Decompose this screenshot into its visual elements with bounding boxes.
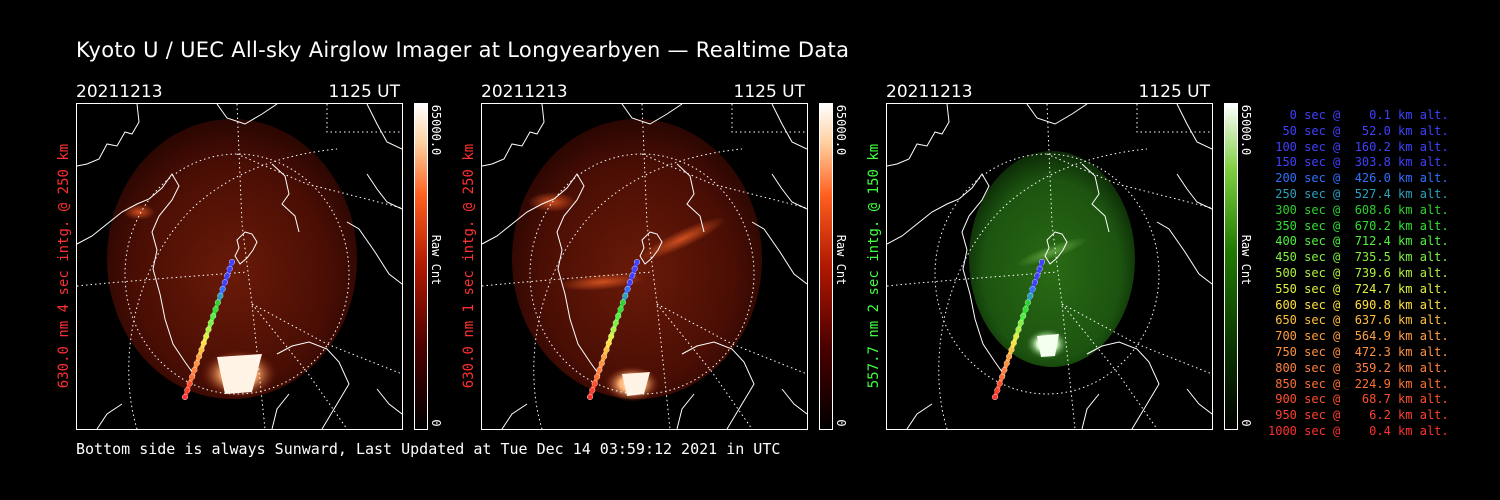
legend-row: 0 sec @ 0.1 km alt. (1268, 108, 1449, 122)
legend-row: 700 sec @ 564.9 km alt. (1268, 329, 1449, 344)
page-title: Kyoto U / UEC All-sky Airglow Imager at … (76, 38, 850, 62)
legend-row: 500 sec @ 739.6 km alt. (1268, 265, 1449, 280)
legend-row: 300 sec @ 608.6 km alt. (1268, 202, 1449, 217)
panel-1-ylabel: 630.0 nm 4 sec intg. @ 250 km (56, 143, 72, 388)
legend-row: 150 sec @ 303.8 km alt. (1268, 155, 1449, 170)
legend-row: 450 sec @ 735.5 km alt. (1268, 250, 1449, 265)
legend-row: 400 sec @ 712.4 km alt. (1268, 234, 1449, 249)
panel-3-cbar-title: Raw Cnt (1239, 234, 1253, 286)
panel-2-cbar-min: 0 (834, 419, 848, 427)
panel-2-cbar-max: 65000.0 (834, 104, 848, 156)
panel-1-cbar-max: 65000.0 (429, 104, 443, 156)
panel-2-ylabel: 630.0 nm 1 sec intg. @ 250 km (461, 143, 477, 388)
legend-row: 950 sec @ 6.2 km alt. (1268, 408, 1449, 423)
panel-1-cbar-min: 0 (429, 419, 443, 427)
panel-2-cbar-title: Raw Cnt (834, 234, 848, 286)
panel-2-date: 20211213 (481, 82, 568, 102)
panel-1-cbar-title: Raw Cnt (429, 234, 443, 286)
panel-1-image (76, 103, 403, 430)
trajectory-point (586, 394, 593, 401)
trajectory-point (991, 394, 998, 401)
panel-3-ylabel: 557.7 nm 2 sec intg. @ 150 km (866, 143, 882, 388)
legend-row: 800 sec @ 359.2 km alt. (1268, 360, 1449, 375)
footer-note: Bottom side is always Sunward, Last Upda… (76, 440, 781, 458)
legend-row: 600 sec @ 690.8 km alt. (1268, 297, 1449, 312)
legend-row: 250 sec @ 527.4 km alt. (1268, 186, 1449, 201)
legend-row: 100 sec @ 160.2 km alt. (1268, 139, 1449, 154)
panel-3-colorbar (1224, 103, 1238, 430)
panel-1-date: 20211213 (76, 82, 163, 102)
legend-row: 1000 sec @ 0.4 km alt. (1268, 423, 1449, 438)
panel-2-colorbar (819, 103, 833, 430)
panel-1-time: 1125 UT (328, 82, 401, 102)
panel-3-time: 1125 UT (1138, 82, 1211, 102)
panel-3-image (886, 103, 1213, 430)
legend-row: 650 sec @ 637.6 km alt. (1268, 313, 1449, 328)
trajectory-point (181, 394, 188, 401)
panel-3-cbar-min: 0 (1239, 419, 1253, 427)
legend-row: 750 sec @ 472.3 km alt. (1268, 344, 1449, 359)
panel-3-cbar-max: 65000.0 (1239, 104, 1253, 156)
trajectory-legend: 0 sec @ 0.1 km alt. 50 sec @ 52.0 km alt… (1268, 108, 1449, 440)
panel-2-image (481, 103, 808, 430)
legend-row: 50 sec @ 52.0 km alt. (1268, 123, 1449, 138)
legend-row: 900 sec @ 68.7 km alt. (1268, 392, 1449, 407)
legend-row: 550 sec @ 724.7 km alt. (1268, 281, 1449, 296)
panel-3-date: 20211213 (886, 82, 973, 102)
legend-row: 200 sec @ 426.0 km alt. (1268, 171, 1449, 186)
panel-1-colorbar (414, 103, 428, 430)
panel-2-time: 1125 UT (733, 82, 806, 102)
legend-row: 350 sec @ 670.2 km alt. (1268, 218, 1449, 233)
legend-row: 850 sec @ 224.9 km alt. (1268, 376, 1449, 391)
